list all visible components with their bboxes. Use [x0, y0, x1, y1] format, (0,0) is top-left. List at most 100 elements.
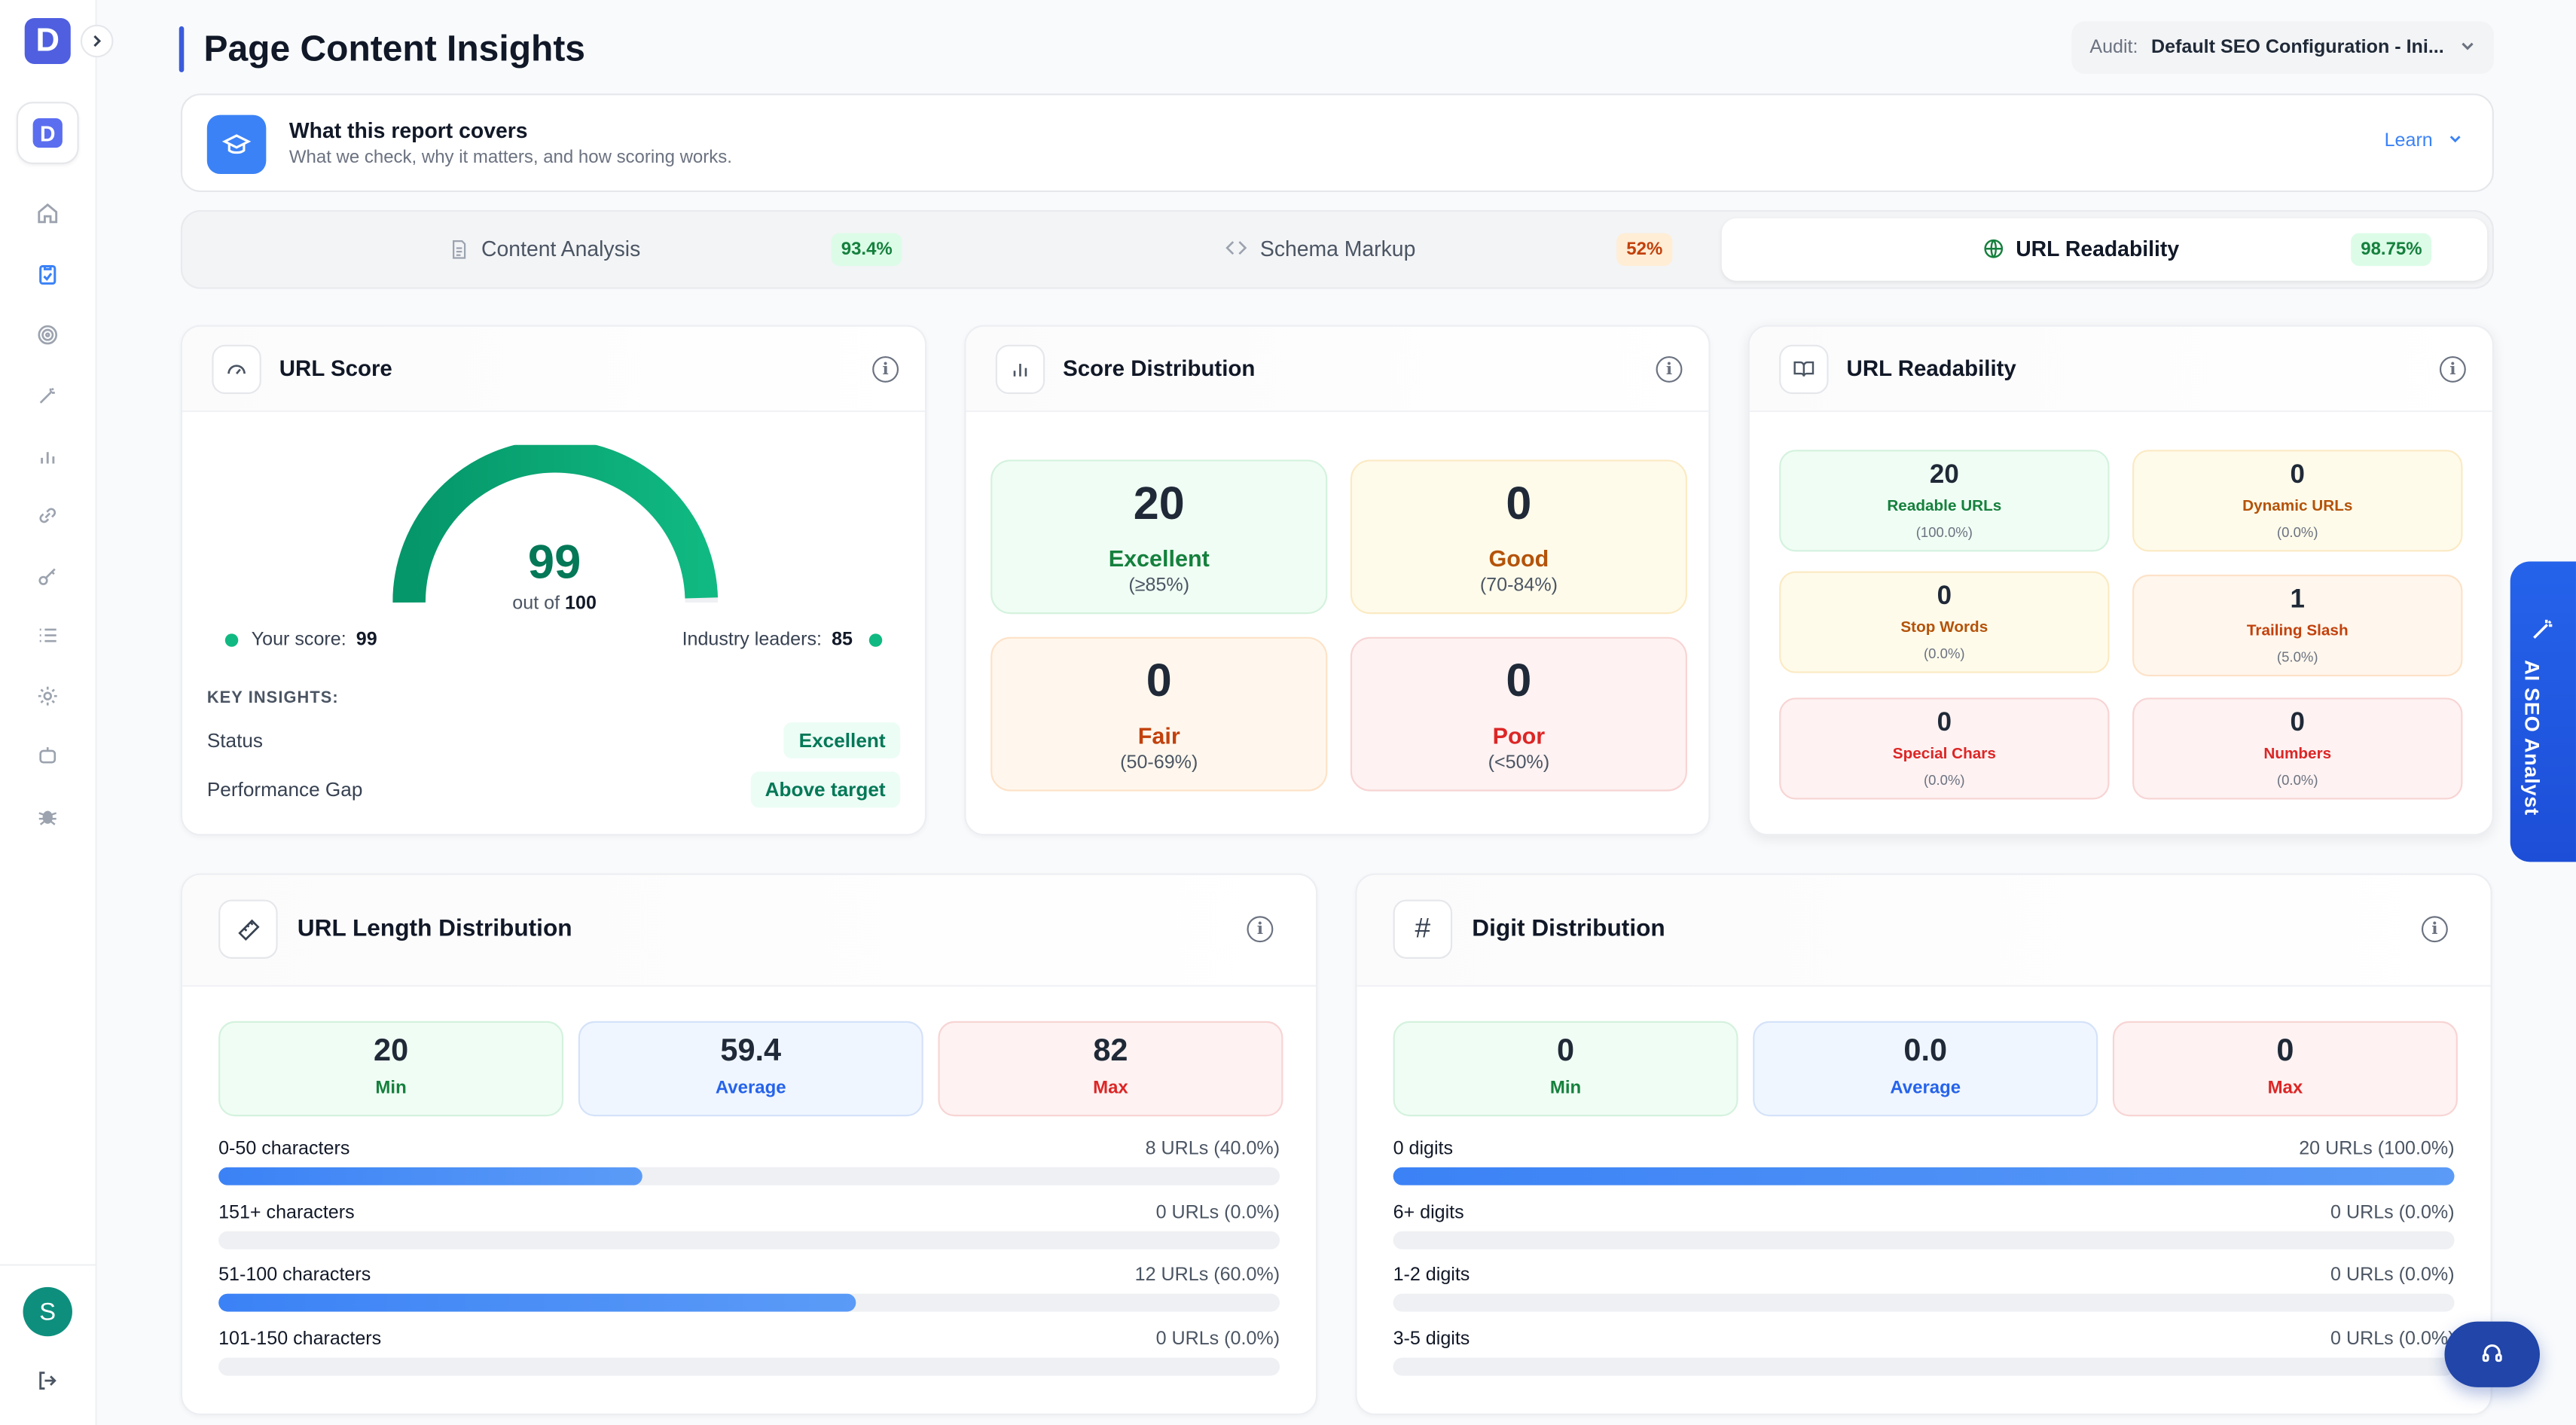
distribution-label: Excellent — [1108, 545, 1210, 572]
card-header: Score Distribution i — [966, 326, 1709, 413]
workspace-logo-letter: D — [32, 117, 63, 148]
card-header: URL Score i — [182, 326, 925, 413]
stat-label: Max — [1093, 1079, 1128, 1099]
tab-score-badge: 52% — [1616, 233, 1673, 267]
bar-label: 0-50 characters — [218, 1139, 350, 1159]
your-score-legend: Your score: 99 — [224, 630, 377, 650]
magic-wand-icon[interactable] — [31, 380, 64, 413]
learn-button[interactable]: Learn — [2385, 131, 2463, 151]
gauge-fill — [392, 444, 719, 603]
target-icon[interactable] — [31, 319, 64, 352]
banner-title: What this report covers — [288, 117, 528, 143]
digit-average-stat: 0.0 Average — [1753, 1021, 2098, 1117]
headset-icon — [2480, 1341, 2504, 1369]
score-value: 99 — [527, 536, 581, 590]
progress-track — [1393, 1293, 2455, 1312]
audit-select[interactable]: Audit: Default SEO Configuration - Ini..… — [2071, 21, 2494, 75]
progress-track — [218, 1293, 1280, 1312]
stat-value: 0.0 — [1903, 1034, 1948, 1069]
distribution-label: Good — [1488, 545, 1549, 572]
clipboard-check-icon[interactable] — [31, 258, 64, 291]
progress-fill — [218, 1293, 856, 1312]
home-icon[interactable] — [31, 197, 64, 230]
digit-max-stat: 0 Max — [2112, 1021, 2458, 1117]
bar-value: 0 URLs (0.0%) — [2330, 1329, 2455, 1350]
banner-subtitle: What we check, why it matters, and how s… — [288, 148, 732, 168]
info-icon[interactable]: i — [1656, 355, 1683, 383]
readability-label: Stop Words — [1900, 618, 1988, 637]
sidebar-expand-button[interactable] — [80, 24, 114, 58]
status-badge: Excellent — [784, 722, 901, 759]
bar-value: 12 URLs (60.0%) — [1134, 1265, 1280, 1286]
tab-schema-markup[interactable]: Schema Markup 52% — [954, 218, 1714, 281]
url-readability-card: URL Readability i 20 Readable URLs (100.… — [1747, 325, 2494, 836]
distribution-range: (<50%) — [1488, 753, 1550, 774]
stat-label: Min — [375, 1079, 407, 1099]
industry-value: 85 — [832, 630, 853, 651]
industry-label: Industry leaders: — [682, 630, 822, 651]
length-bar-row: 101-150 characters 0 URLs (0.0%) — [218, 1330, 1280, 1386]
report-info-banner: What this report covers What we check, w… — [180, 93, 2494, 193]
logout-icon[interactable] — [31, 1364, 64, 1397]
insight-label: Performance Gap — [206, 778, 363, 801]
link-icon[interactable] — [31, 499, 64, 532]
progress-track — [218, 1231, 1280, 1250]
info-icon[interactable]: i — [1247, 916, 1274, 943]
avatar[interactable]: S — [23, 1286, 72, 1337]
card-header: URL Length Distribution i — [182, 874, 1317, 987]
app-logo[interactable]: D — [24, 17, 71, 65]
readability-label: Trailing Slash — [2246, 622, 2349, 641]
card-title: Score Distribution — [1063, 355, 1256, 381]
stat-label: Average — [1890, 1079, 1961, 1099]
distribution-fair: 0 Fair (50-69%) — [990, 636, 1328, 792]
audit-select-label: Audit: — [2089, 38, 2138, 58]
bar-label: 151+ characters — [218, 1203, 355, 1223]
readability-percent: (0.0%) — [2276, 523, 2318, 541]
insight-status-row: Status Excellent — [207, 721, 901, 760]
bug-icon[interactable] — [31, 800, 64, 833]
stat-value: 59.4 — [720, 1034, 782, 1069]
key-insights-heading: KEY INSIGHTS: — [206, 689, 339, 708]
gap-badge: Above target — [749, 771, 901, 808]
distribution-label: Fair — [1137, 722, 1180, 749]
readability-stop-words: 0 Stop Words (0.0%) — [1779, 571, 2110, 673]
progress-track — [1393, 1231, 2455, 1250]
info-icon[interactable]: i — [2439, 355, 2466, 383]
learn-button-label: Learn — [2384, 131, 2433, 151]
progress-track — [218, 1357, 1280, 1376]
info-icon[interactable]: i — [872, 355, 899, 383]
magic-wand-icon — [2530, 615, 2556, 648]
readability-special-chars: 0 Special Chars (0.0%) — [1779, 697, 2110, 800]
readability-percent: (5.0%) — [2276, 648, 2318, 665]
gear-icon[interactable] — [31, 679, 64, 712]
url-score-card: URL Score i 99 out of 100 Your score: 99 … — [180, 325, 927, 836]
bar-chart-icon[interactable] — [31, 440, 64, 473]
chevron-down-icon — [2448, 131, 2463, 151]
bar-label: 0 digits — [1393, 1139, 1454, 1159]
list-icon[interactable] — [31, 619, 64, 652]
key-icon[interactable] — [31, 560, 64, 593]
page-title-accent — [179, 26, 185, 72]
tab-score-badge: 98.75% — [2351, 233, 2432, 267]
stat-label: Min — [1549, 1079, 1582, 1099]
distribution-range: (70-84%) — [1479, 576, 1558, 597]
card-header: # Digit Distribution i — [1357, 874, 2491, 987]
robot-icon[interactable] — [31, 739, 64, 772]
info-icon[interactable]: i — [2421, 916, 2448, 943]
distribution-count: 0 — [1146, 655, 1172, 706]
url-length-card: URL Length Distribution i 20 Min 59.4 Av… — [180, 873, 1318, 1415]
workspace-logo[interactable]: D — [16, 102, 79, 164]
progress-track — [1393, 1167, 2455, 1185]
stat-label: Average — [715, 1079, 786, 1099]
ai-seo-analyst-tab[interactable]: AI SEO Analyst — [2510, 561, 2576, 862]
insight-gap-row: Performance Gap Above target — [206, 770, 901, 809]
book-open-icon — [1779, 344, 1829, 395]
distribution-count: 20 — [1133, 478, 1185, 529]
progress-fill — [218, 1167, 643, 1185]
distribution-excellent: 20 Excellent (≥85%) — [990, 459, 1328, 615]
tab-content-analysis[interactable]: Content Analysis 93.4% — [189, 218, 945, 281]
support-button[interactable] — [2444, 1321, 2540, 1387]
hash-icon: # — [1393, 899, 1453, 959]
progress-fill — [1393, 1167, 2455, 1185]
tab-url-readability[interactable]: URL Readability 98.75% — [1721, 218, 2488, 281]
